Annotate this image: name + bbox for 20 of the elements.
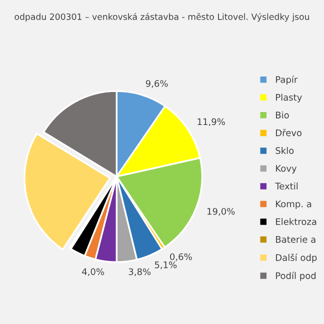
data-label: 9,6% bbox=[146, 80, 168, 88]
chart-title: odpadu 200301 – venkovská zástavba - město Litovel. Výsledky jsou bbox=[14, 12, 309, 22]
legend-label: Bio bbox=[276, 111, 289, 118]
data-label: 0,6% bbox=[170, 253, 192, 262]
legend-label: Elektroza bbox=[276, 218, 316, 226]
legend-label: Podíl pod bbox=[276, 272, 316, 281]
legend-label: Sklo bbox=[276, 147, 294, 154]
legend-label: Textil bbox=[275, 182, 298, 190]
legend-label: Dřevo bbox=[276, 128, 302, 136]
legend-label: Komp. a bbox=[276, 200, 312, 210]
legend-label: Další odp bbox=[276, 254, 317, 263]
data-label: 19,0% bbox=[208, 208, 235, 216]
legend-label: Kovy bbox=[276, 165, 297, 174]
data-label: 5,1% bbox=[154, 261, 177, 270]
data-label: 3,8% bbox=[128, 268, 151, 276]
legend-label: Baterie a bbox=[276, 236, 316, 243]
legend-label: Papír bbox=[276, 76, 298, 85]
data-label: 11,9% bbox=[198, 118, 225, 126]
data-label: 4,0% bbox=[82, 268, 104, 276]
legend-label: Plasty bbox=[276, 94, 302, 102]
